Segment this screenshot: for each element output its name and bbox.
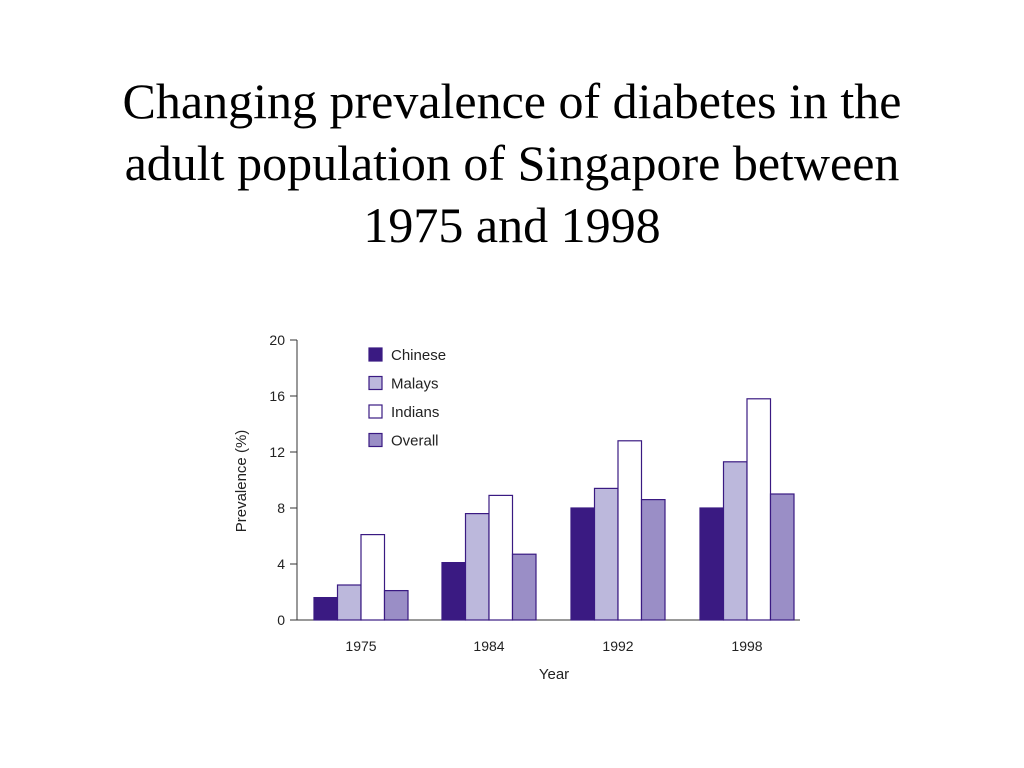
bar-overall-1984	[511, 553, 537, 621]
y-tick-label: 12	[269, 444, 285, 460]
bar-overall-1975	[383, 589, 409, 621]
y-tick-label: 0	[277, 612, 285, 628]
bar-malays-1984	[464, 512, 490, 621]
slide-title-line-2: adult population of Singapore between	[124, 135, 900, 191]
bar-overall-1992	[640, 499, 666, 621]
bar-overall-1998	[769, 493, 795, 621]
legend-label-overall: Overall	[391, 433, 439, 450]
slide-title: Changing prevalence of diabetes in the a…	[60, 70, 964, 256]
bar-indians-1998	[746, 398, 772, 621]
bars	[313, 398, 795, 621]
x-tick-label: 1998	[731, 638, 762, 654]
x-tick-label: 1992	[602, 638, 633, 654]
bar-indians-1984	[488, 494, 514, 621]
x-tick-label: 1984	[473, 638, 504, 654]
y-axis: 0 4 8 12 16 20	[269, 332, 298, 628]
legend-swatch-indians	[368, 404, 383, 419]
legend: Chinese Malays Indians Overall	[368, 347, 446, 450]
legend-label-malays: Malays	[391, 376, 439, 393]
legend-swatch-chinese	[368, 347, 383, 362]
bar-malays-1992	[593, 487, 619, 621]
slide-title-line-1: Changing prevalence of diabetes in the	[122, 73, 902, 129]
y-tick-label: 8	[277, 500, 285, 516]
x-axis-title: Year	[539, 666, 569, 683]
bar-malays-1975	[336, 584, 362, 621]
bar-malays-1998	[722, 461, 748, 621]
bar-indians-1975	[360, 533, 386, 621]
bar-chinese-1975	[313, 596, 339, 621]
bar-chinese-1998	[699, 507, 725, 621]
legend-label-indians: Indians	[391, 404, 439, 421]
y-tick-label: 20	[269, 332, 285, 348]
y-axis-title: Prevalence (%)	[233, 430, 250, 533]
legend-label-chinese: Chinese	[391, 347, 446, 364]
x-axis: 1975 1984 1992 1998	[297, 619, 800, 654]
slide-title-line-3: 1975 and 1998	[363, 197, 661, 253]
legend-swatch-overall	[368, 432, 383, 448]
legend-swatch-malays	[368, 375, 383, 391]
bar-chinese-1984	[441, 561, 467, 621]
x-tick-label: 1975	[345, 638, 376, 654]
bar-chinese-1992	[570, 507, 596, 621]
bar-indians-1992	[617, 440, 643, 621]
y-tick-label: 4	[277, 556, 285, 572]
y-tick-label: 16	[269, 388, 285, 404]
